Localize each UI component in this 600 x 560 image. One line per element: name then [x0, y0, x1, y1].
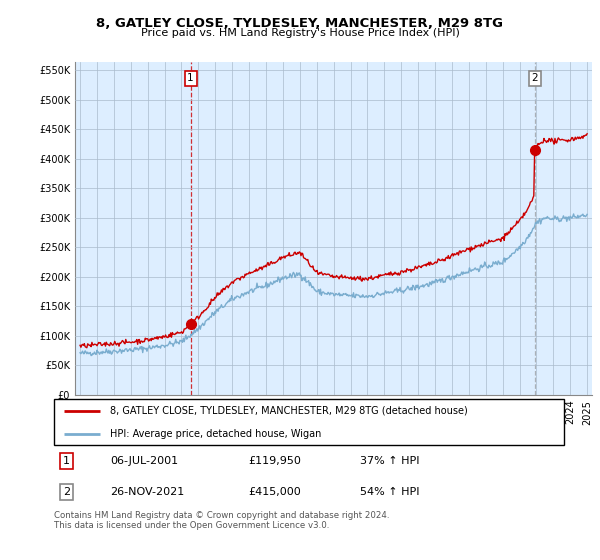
Text: 8, GATLEY CLOSE, TYLDESLEY, MANCHESTER, M29 8TG (detached house): 8, GATLEY CLOSE, TYLDESLEY, MANCHESTER, … [110, 406, 468, 416]
Text: £415,000: £415,000 [248, 487, 301, 497]
Text: 2: 2 [532, 73, 538, 83]
Text: 06-JUL-2001: 06-JUL-2001 [110, 456, 178, 466]
Text: 1: 1 [63, 456, 70, 466]
Text: 1: 1 [187, 73, 194, 83]
FancyBboxPatch shape [54, 399, 564, 445]
Text: Contains HM Land Registry data © Crown copyright and database right 2024.
This d: Contains HM Land Registry data © Crown c… [54, 511, 389, 530]
Text: 2: 2 [63, 487, 70, 497]
Text: Price paid vs. HM Land Registry's House Price Index (HPI): Price paid vs. HM Land Registry's House … [140, 28, 460, 38]
Text: 54% ↑ HPI: 54% ↑ HPI [360, 487, 419, 497]
Text: 26-NOV-2021: 26-NOV-2021 [110, 487, 184, 497]
Text: 37% ↑ HPI: 37% ↑ HPI [360, 456, 419, 466]
Text: £119,950: £119,950 [248, 456, 301, 466]
Text: HPI: Average price, detached house, Wigan: HPI: Average price, detached house, Wiga… [110, 429, 322, 438]
Text: 8, GATLEY CLOSE, TYLDESLEY, MANCHESTER, M29 8TG: 8, GATLEY CLOSE, TYLDESLEY, MANCHESTER, … [97, 17, 503, 30]
